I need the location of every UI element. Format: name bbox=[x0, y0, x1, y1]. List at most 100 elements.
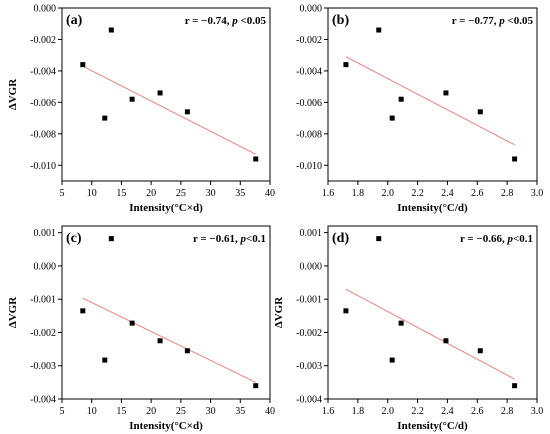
x-axis-title: Intensity(°C×d) bbox=[129, 202, 203, 214]
correlation-p-value: <0.05 bbox=[238, 15, 267, 27]
x-tick-label: 2.2 bbox=[411, 188, 424, 199]
y-tick-label: 0.000 bbox=[34, 261, 57, 272]
data-point bbox=[477, 109, 483, 115]
regression-line bbox=[345, 56, 515, 146]
plot-frame bbox=[327, 7, 538, 182]
x-tick-label: 20 bbox=[146, 188, 156, 199]
x-tick-label: 40 bbox=[265, 406, 275, 417]
x-tick-label: 30 bbox=[206, 188, 216, 199]
data-point bbox=[129, 320, 135, 326]
x-tick-label: 35 bbox=[235, 188, 245, 199]
y-tick-label: -0.004 bbox=[30, 395, 56, 406]
y-tick-label: -0.006 bbox=[296, 98, 322, 109]
x-tick-label: 30 bbox=[206, 406, 216, 417]
panel-d: 1.6 1.8 2.0 2.2 2.4 2.6 2.8 3.0 0.001 0.000 -0.001… bbox=[273, 225, 544, 432]
data-point bbox=[343, 62, 349, 68]
y-tick-label: 0.000 bbox=[300, 261, 323, 272]
correlation-annotation: r = −0.74, p <0.05 bbox=[185, 15, 267, 27]
panel-label: (d) bbox=[332, 231, 349, 246]
correlation-p-value: <0.1 bbox=[513, 233, 533, 245]
x-tick-label: 40 bbox=[265, 188, 275, 199]
x-tick-label: 20 bbox=[146, 406, 156, 417]
data-point bbox=[376, 27, 382, 33]
x-tick-label: 2.6 bbox=[471, 406, 484, 417]
data-point bbox=[80, 62, 86, 68]
y-tick-label: -0.002 bbox=[30, 35, 56, 46]
data-point bbox=[398, 96, 404, 102]
data-point bbox=[80, 308, 86, 314]
x-tick-label: 2.6 bbox=[471, 188, 484, 199]
data-point bbox=[102, 115, 108, 121]
y-tick-label: -0.001 bbox=[296, 295, 322, 306]
correlation-p-symbol: p bbox=[239, 233, 246, 245]
correlation-p-value: <0.1 bbox=[246, 233, 266, 245]
data-point bbox=[108, 236, 114, 242]
data-point bbox=[512, 156, 518, 162]
x-tick-label: 15 bbox=[116, 188, 126, 199]
x-tick-label: 10 bbox=[87, 188, 97, 199]
regression-line bbox=[82, 65, 256, 155]
x-tick-label: 25 bbox=[176, 188, 186, 199]
regression-line bbox=[82, 297, 256, 383]
data-point bbox=[129, 96, 135, 102]
correlation-r: r = −0.77, bbox=[452, 15, 499, 27]
data-point bbox=[102, 357, 108, 363]
data-point bbox=[389, 357, 395, 363]
x-tick-label: 1.6 bbox=[322, 406, 335, 417]
data-point bbox=[443, 338, 449, 344]
x-tick-label: 2.8 bbox=[501, 188, 514, 199]
y-tick-label: 0.001 bbox=[300, 228, 323, 239]
data-point bbox=[253, 383, 259, 389]
correlation-p-symbol: p bbox=[506, 233, 513, 245]
y-tick-label: -0.004 bbox=[296, 395, 322, 406]
y-tick-label: -0.003 bbox=[296, 361, 322, 372]
regression-line bbox=[345, 288, 515, 380]
panel-a: 5 10 15 20 25 30 35 40 0.000 -0.002 -0.004 -0.006 -0… bbox=[7, 4, 275, 215]
x-tick-label: 5 bbox=[60, 406, 65, 417]
correlation-annotation: r = −0.61, p<0.1 bbox=[193, 233, 266, 245]
data-point bbox=[376, 236, 382, 242]
x-tick-label: 1.6 bbox=[322, 188, 335, 199]
panel-b: 1.6 1.8 2.0 2.2 2.4 2.6 2.8 3.0 0.000 -0.002 -0.00… bbox=[296, 4, 543, 215]
panel-label: (c) bbox=[66, 231, 82, 246]
x-tick-label: 15 bbox=[116, 406, 126, 417]
y-tick-label: -0.004 bbox=[30, 66, 56, 77]
x-tick-label: 2.8 bbox=[501, 406, 514, 417]
y-tick-label: -0.001 bbox=[30, 295, 56, 306]
y-tick-label: -0.002 bbox=[296, 328, 322, 339]
x-axis-title: Intensity(°C×d) bbox=[129, 420, 203, 432]
x-tick-label: 2.0 bbox=[381, 188, 394, 199]
plot-frame bbox=[327, 225, 538, 400]
x-tick-label: 35 bbox=[235, 406, 245, 417]
panel-c: 5 10 15 20 25 30 35 40 0.001 0.000 -0.001 -0.002 -0.… bbox=[7, 225, 275, 432]
plot-frame bbox=[61, 225, 271, 400]
x-tick-label: 2.2 bbox=[411, 406, 424, 417]
x-axis-title: Intensity(°C/d) bbox=[397, 202, 468, 214]
x-tick-label: 3.0 bbox=[531, 188, 544, 199]
y-axis-title: ΔVGR bbox=[7, 296, 19, 328]
x-tick-label: 2.4 bbox=[441, 406, 454, 417]
data-point bbox=[443, 90, 449, 96]
panel-label: (a) bbox=[66, 13, 83, 28]
x-axis-title: Intensity(°C/d) bbox=[397, 420, 468, 432]
y-tick-label: -0.006 bbox=[30, 98, 56, 109]
data-point bbox=[253, 156, 259, 162]
x-tick-label: 1.8 bbox=[352, 188, 365, 199]
correlation-r: r = −0.74, bbox=[185, 15, 232, 27]
correlation-p-symbol: p bbox=[231, 15, 238, 27]
x-tick-label: 2.4 bbox=[441, 188, 454, 199]
x-tick-label: 10 bbox=[87, 406, 97, 417]
y-tick-label: -0.003 bbox=[30, 361, 56, 372]
data-point bbox=[108, 27, 114, 33]
data-point bbox=[343, 308, 349, 314]
y-tick-label: 0.001 bbox=[34, 228, 57, 239]
x-tick-label: 3.0 bbox=[531, 406, 544, 417]
data-point bbox=[477, 348, 483, 354]
y-axis-title: ΔVGR bbox=[7, 78, 19, 110]
data-point bbox=[184, 109, 190, 115]
panel-label: (b) bbox=[332, 13, 349, 28]
data-point bbox=[512, 383, 518, 389]
y-tick-label: 0.000 bbox=[34, 4, 57, 15]
correlation-p-symbol: p bbox=[498, 15, 505, 27]
